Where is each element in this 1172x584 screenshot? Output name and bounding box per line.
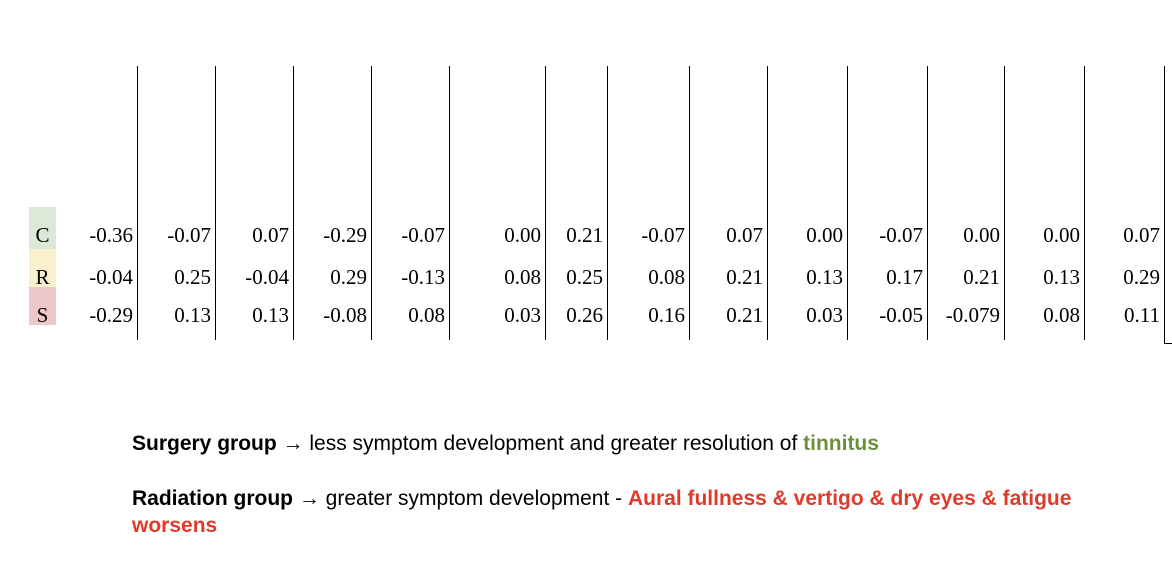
table-cell: -0.04 <box>245 265 289 289</box>
table-cell: -0.04 <box>89 265 133 289</box>
table-cell: 0.29 <box>330 265 367 289</box>
table-cell: -0.07 <box>401 223 445 247</box>
table-cell: -0.07 <box>167 223 211 247</box>
table-cell: 0.08 <box>648 265 685 289</box>
surgery-group-highlight: tinnitus <box>803 432 879 455</box>
radiation-group-note: Radiation group → greater symptom develo… <box>132 485 1092 539</box>
arrow-icon: → <box>276 432 310 455</box>
table-cell: -0.13 <box>401 265 445 289</box>
row-label-c: C <box>35 223 50 247</box>
symptom-correlation-table: CRSTinnitus-0.36-0.04-0.29auralfullness-… <box>29 66 1172 344</box>
column-divider <box>545 66 546 340</box>
table-cell: 0.13 <box>1043 265 1080 289</box>
table-cell: 0.21 <box>963 265 1000 289</box>
row-color-swatch <box>29 287 56 325</box>
table-cell: 0.00 <box>806 223 843 247</box>
table-cell: 0.03 <box>806 303 843 327</box>
table-cell: 0.08 <box>504 265 541 289</box>
arrow-icon: → <box>293 487 326 510</box>
table-cell: -0.07 <box>879 223 923 247</box>
table-cell: 0.29 <box>1123 265 1160 289</box>
table-cell: -0.29 <box>323 223 367 247</box>
table-cell: 0.00 <box>963 223 1000 247</box>
table-cell: -0.29 <box>89 303 133 327</box>
table-corner-tick <box>1164 343 1172 344</box>
table-cell: 0.21 <box>566 223 603 247</box>
row-color-swatch <box>29 249 56 287</box>
table-cell: 0.13 <box>806 265 843 289</box>
radiation-group-label: Radiation group <box>132 487 293 510</box>
column-divider <box>767 66 768 340</box>
table-cell: 0.25 <box>566 265 603 289</box>
table-cell: 0.13 <box>174 303 211 327</box>
column-divider <box>607 66 608 340</box>
table-cell: -0.07 <box>641 223 685 247</box>
table-cell: 0.00 <box>1043 223 1080 247</box>
radiation-group-highlight: Aural fullness & vertigo & dry eyes & fa… <box>132 487 1072 537</box>
table-cell: 0.07 <box>1123 223 1160 247</box>
table-cell: 0.21 <box>726 265 763 289</box>
table-cell: -0.36 <box>89 223 133 247</box>
table-cell: 0.26 <box>566 303 603 327</box>
radiation-group-text: greater symptom development - <box>325 487 628 510</box>
column-divider <box>847 66 848 340</box>
column-divider <box>137 66 138 340</box>
surgery-group-note: Surgery group → less symptom development… <box>132 430 1092 457</box>
column-divider <box>215 66 216 340</box>
column-divider <box>1004 66 1005 340</box>
column-divider <box>1164 66 1165 344</box>
table-cell: -0.05 <box>879 303 923 327</box>
table-cell: 0.08 <box>408 303 445 327</box>
table-cell: 0.21 <box>726 303 763 327</box>
table-cell: 0.17 <box>886 265 923 289</box>
table-cell: 0.08 <box>1043 303 1080 327</box>
column-divider <box>927 66 928 340</box>
table-cell: -0.079 <box>945 303 1000 327</box>
table-cell: 0.25 <box>174 265 211 289</box>
table-cell: 0.07 <box>252 223 289 247</box>
findings-notes: Surgery group → less symptom development… <box>132 430 1092 539</box>
surgery-group-label: Surgery group <box>132 432 277 455</box>
table-cell: 0.03 <box>504 303 541 327</box>
table-cell: 0.16 <box>648 303 685 327</box>
table-cell: -0.08 <box>323 303 367 327</box>
row-label-r: R <box>35 265 50 289</box>
table-cell: 0.07 <box>726 223 763 247</box>
table-cell: 0.00 <box>504 223 541 247</box>
column-divider <box>293 66 294 340</box>
surgery-group-text: less symptom development and greater res… <box>309 432 804 455</box>
table-cell: 0.13 <box>252 303 289 327</box>
column-divider <box>689 66 690 340</box>
column-divider <box>449 66 450 340</box>
table-cell: 0.11 <box>1124 303 1160 327</box>
column-divider <box>1084 66 1085 340</box>
row-label-s: S <box>36 303 49 327</box>
column-divider <box>371 66 372 340</box>
